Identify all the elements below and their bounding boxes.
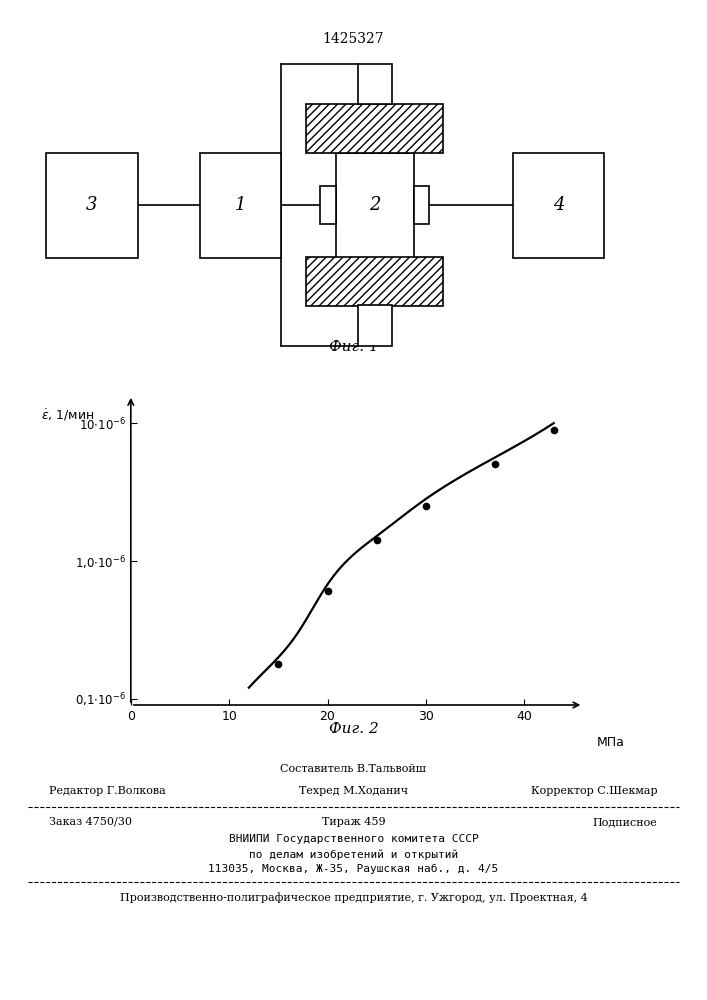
Bar [306,104,443,152]
Text: Фиг. 1: Фиг. 1 [329,340,378,354]
Text: 1425327: 1425327 [322,32,385,46]
Bar [336,152,414,257]
Text: 2: 2 [369,196,380,214]
Text: Техред М.Ходанич: Техред М.Ходанич [299,786,408,796]
Text: МПа: МПа [597,736,625,749]
Text: Редактор Г.Волкова: Редактор Г.Волкова [49,786,166,796]
Bar [414,186,429,224]
Text: 4: 4 [553,196,564,214]
Text: 113035, Москва, Ж-35, Раушская наб., д. 4/5: 113035, Москва, Ж-35, Раушская наб., д. … [209,864,498,874]
Text: ВНИИПИ Государственного комитета СССР: ВНИИПИ Государственного комитета СССР [228,834,479,844]
Text: Производственно-полиграфическое предприятие, г. Ужгород, ул. Проектная, 4: Производственно-полиграфическое предприя… [119,892,588,903]
Text: Фиг. 2: Фиг. 2 [329,722,378,736]
Bar [200,152,281,257]
Text: по делам изобретений и открытий: по делам изобретений и открытий [249,849,458,859]
Text: 3: 3 [86,196,98,214]
Bar [358,306,392,346]
Bar [320,186,336,224]
Text: Составитель В.Тальвойш: Составитель В.Тальвойш [281,764,426,774]
Text: $\dot{\varepsilon}$, 1/мин: $\dot{\varepsilon}$, 1/мин [41,407,94,423]
Text: Заказ 4750/30: Заказ 4750/30 [49,817,132,827]
Text: 1: 1 [235,196,246,214]
Text: Тираж 459: Тираж 459 [322,817,385,827]
Bar [358,64,392,104]
Bar [513,152,604,257]
Text: Подписное: Подписное [592,817,658,827]
Text: Корректор С.Шекмар: Корректор С.Шекмар [531,786,658,796]
Bar [306,257,443,306]
Bar [46,152,138,257]
